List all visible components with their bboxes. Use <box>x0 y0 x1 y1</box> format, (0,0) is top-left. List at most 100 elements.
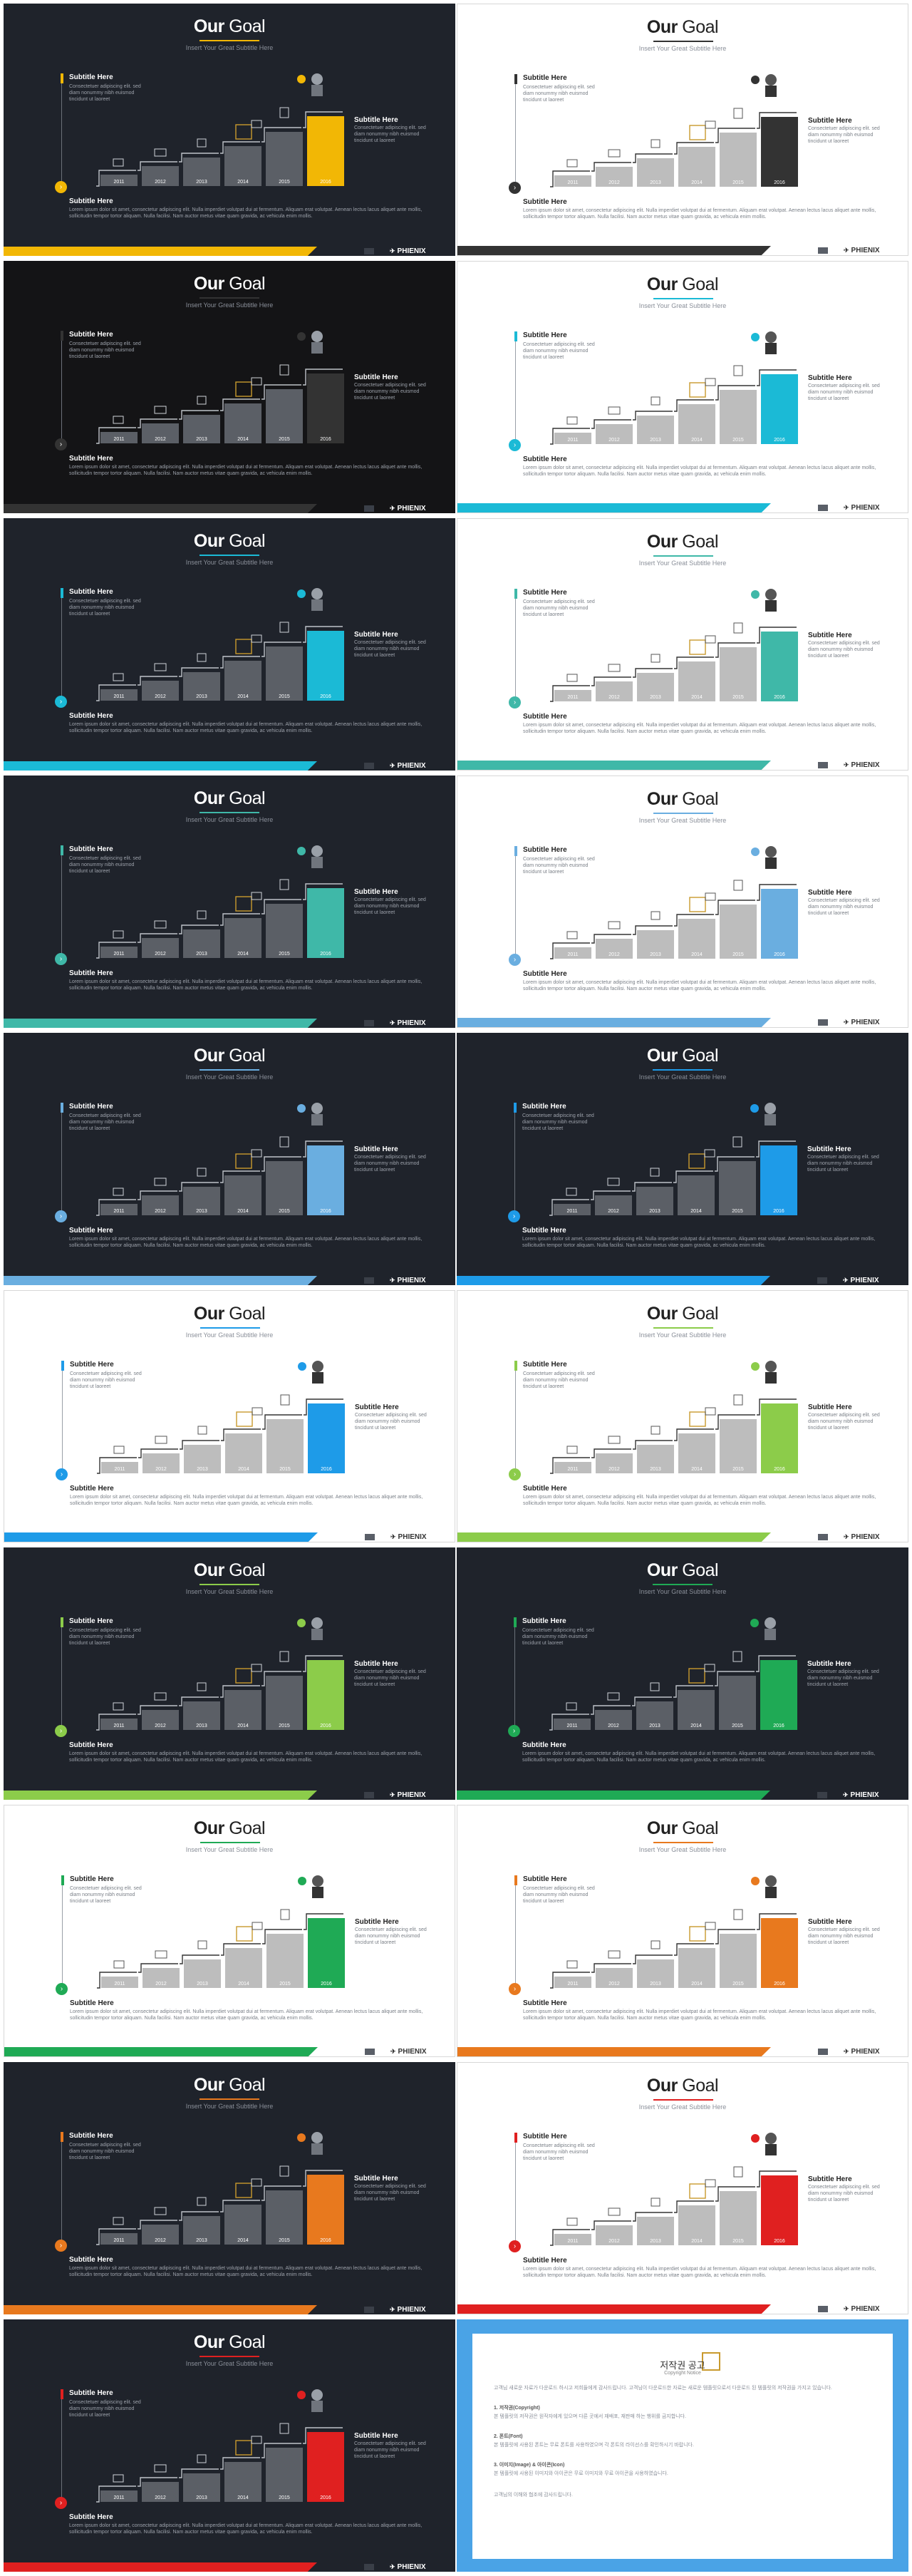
year-bar <box>224 1175 261 1215</box>
year-label: 2011 <box>567 1982 578 1987</box>
briefcase-icon <box>566 1960 578 1969</box>
accent-marker <box>514 1617 517 1627</box>
bird-icon: ✈ <box>390 762 395 769</box>
step-chart: 2011 2012 2013 2014 2015 2016 <box>96 1103 344 1216</box>
year-label: 2013 <box>650 438 661 443</box>
arrow-circle-icon: › <box>55 2497 67 2509</box>
year-bar <box>142 423 179 443</box>
slide-thumbnail[interactable]: Our Goal Insert Your Great Subtitle Here… <box>457 261 908 513</box>
stair-line <box>179 1182 219 1192</box>
timeline-line <box>62 1885 63 1989</box>
briefcase-icon <box>566 674 578 682</box>
right-description: Consectetuer adipiscing elit. sed diam n… <box>807 1669 879 1687</box>
title-underline <box>653 1327 713 1329</box>
left-description: Consectetuer adipiscing elit. sed diam n… <box>523 857 595 875</box>
slide-thumbnail[interactable]: Our Goal Insert Your Great Subtitle Here… <box>4 261 455 513</box>
slide-thumbnail[interactable]: Our Goal Insert Your Great Subtitle Here… <box>4 1033 455 1285</box>
step-chart: 2011 2012 2013 2014 2015 2016 <box>550 2133 798 2246</box>
stair-line <box>674 1428 714 1441</box>
building-icon <box>279 1651 289 1662</box>
notice-paragraph-3: 본 템플릿에 사용된 이미지와 아이콘은 무료 이미지와 무료 아이콘을 사용하… <box>494 2471 668 2476</box>
year-label: 2015 <box>732 1467 744 1472</box>
left-subtitle: Subtitle Here <box>69 331 113 339</box>
page-number-box <box>818 2306 828 2312</box>
year-bar <box>678 147 715 187</box>
stair-line <box>633 2212 673 2222</box>
year-label: 2012 <box>608 438 620 443</box>
stair-line <box>591 1448 631 1458</box>
slide-title: Our Goal <box>646 1560 719 1580</box>
slide-thumbnail[interactable]: Our Goal Insert Your Great Subtitle Here… <box>4 1290 455 1542</box>
businessman-body-icon <box>311 1114 323 1125</box>
year-bar <box>183 929 220 958</box>
slide-footer: ✈ PHIENIX <box>4 504 455 513</box>
slide-thumbnail[interactable]: Our Goal Insert Your Great Subtitle Here… <box>4 776 455 1028</box>
brand-logo: ✈ PHIENIX <box>843 1277 879 1284</box>
step-chart: 2011 2012 2013 2014 2015 2016 <box>550 74 798 187</box>
page-number-box <box>364 1020 374 1026</box>
slide-thumbnail[interactable]: Our Goal Insert Your Great Subtitle Here… <box>4 1805 455 2057</box>
slide-thumbnail[interactable]: Our Goal Insert Your Great Subtitle Here… <box>457 4 908 256</box>
body-text: Lorem ipsum dolor sit amet, consectetur … <box>70 1495 423 1506</box>
monitor-icon <box>704 1664 715 1672</box>
slide-thumbnail[interactable]: Our Goal Insert Your Great Subtitle Here… <box>4 2319 455 2572</box>
slide-thumbnail[interactable]: Our Goal Insert Your Great Subtitle Here… <box>457 518 908 771</box>
slide-title: Our Goal <box>193 531 266 551</box>
trophy-icon <box>297 332 306 341</box>
envelope-icon <box>608 664 621 672</box>
copyright-notice-slide[interactable]: 저작권 공고 Copyright Notice 고객님 새로운 자료가 다운로드… <box>457 2319 908 2572</box>
slide-thumbnail[interactable]: Our Goal Insert Your Great Subtitle Here… <box>457 1290 908 1542</box>
trophy-icon <box>297 2133 306 2142</box>
slide-thumbnail[interactable]: Our Goal Insert Your Great Subtitle Here… <box>4 1547 455 1800</box>
footer-accent-band <box>4 1791 317 1800</box>
slide-thumbnail[interactable]: Our Goal Insert Your Great Subtitle Here… <box>457 1033 908 1285</box>
year-bar <box>142 1968 180 1988</box>
monitor-icon <box>705 892 716 901</box>
accent-marker <box>514 1361 517 1371</box>
stair-line <box>674 2200 714 2213</box>
year-label: 2015 <box>279 1467 291 1472</box>
timeline-line <box>61 2142 62 2245</box>
body-text: Lorem ipsum dolor sit amet, consectetur … <box>523 2267 876 2278</box>
bottom-subtitle: Subtitle Here <box>69 712 113 720</box>
coin-icon <box>688 1668 705 1684</box>
year-label: 2013 <box>650 952 661 957</box>
businessman-body-icon <box>311 2143 323 2155</box>
year-bar <box>720 390 757 444</box>
timeline-line <box>61 2399 62 2503</box>
year-label: 2011 <box>113 1724 124 1729</box>
briefcase-icon <box>113 158 124 167</box>
stair-line <box>220 913 260 926</box>
year-bar <box>720 1419 757 1473</box>
coin-icon <box>236 1926 253 1942</box>
slide-thumbnail[interactable]: Our Goal Insert Your Great Subtitle Here… <box>4 518 455 771</box>
step-chart: 2011 2012 2013 2014 2015 2016 <box>550 1361 798 1474</box>
slide-thumbnail[interactable]: Our Goal Insert Your Great Subtitle Here… <box>457 1805 908 2057</box>
timeline-line <box>515 341 516 445</box>
monitor-icon <box>705 2179 716 2188</box>
slide-thumbnail[interactable]: Our Goal Insert Your Great Subtitle Here… <box>457 776 908 1028</box>
stair-line <box>220 1685 260 1698</box>
slide-title: Our Goal <box>646 17 719 37</box>
stair-line <box>633 1954 673 1964</box>
page-number-box <box>364 505 374 512</box>
year-label: 2012 <box>608 180 620 185</box>
body-text: Lorem ipsum dolor sit amet, consectetur … <box>69 2523 423 2535</box>
stair-line <box>96 427 136 444</box>
bird-icon: ✈ <box>844 2048 849 2055</box>
arrow-circle-icon: › <box>56 1468 68 1480</box>
slide-title: Our Goal <box>646 2076 719 2096</box>
notice-paragraph-2: 본 템플릿에 사용된 폰트는 무료 폰트를 사용하였으며 각 폰트의 라이선스를… <box>494 2443 694 2448</box>
slide-thumbnail[interactable]: Our Goal Insert Your Great Subtitle Here… <box>457 1547 908 1800</box>
slide-thumbnail[interactable]: Our Goal Insert Your Great Subtitle Here… <box>4 2062 455 2314</box>
stair-line <box>138 418 177 428</box>
stair-line <box>303 2427 343 2444</box>
slide-thumbnail[interactable]: Our Goal Insert Your Great Subtitle Here… <box>457 2062 908 2314</box>
slide-thumbnail[interactable]: Our Goal Insert Your Great Subtitle Here… <box>4 4 455 256</box>
footer-accent-band <box>457 1018 771 1027</box>
accent-marker <box>514 331 517 341</box>
year-label: 2016 <box>320 2495 331 2500</box>
right-subtitle: Subtitle Here <box>808 117 852 125</box>
year-bar <box>183 672 220 701</box>
stair-line <box>304 1913 343 1930</box>
